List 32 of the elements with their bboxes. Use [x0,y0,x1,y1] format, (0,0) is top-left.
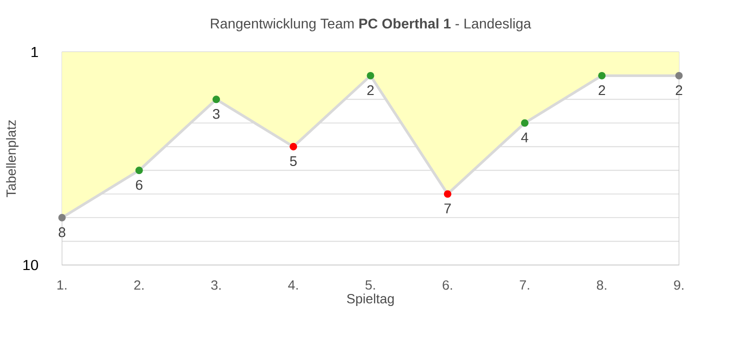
x-tick-label: 4. [288,280,298,290]
data-label: 4 [521,132,528,142]
point [135,166,143,174]
x-tick-label: 6. [442,280,452,290]
chart-title: Rangentwicklung Team PC Oberthal 1 - Landesliga [210,18,532,32]
data-label: 6 [136,180,142,190]
x-tick-label: 7. [520,280,530,290]
y-tick-label: 1 [32,46,38,58]
point [598,72,606,80]
y-axis-title: Tabellenplatz [6,120,18,198]
point [521,119,528,127]
x-tick-label: 1. [57,280,66,290]
data-label: 2 [598,85,606,96]
x-tick-label: 2. [134,280,144,290]
data-label: 7 [444,204,451,214]
point [58,214,66,222]
y-tick-label: 10 [23,260,38,270]
data-label: 2 [367,85,374,96]
x-tick-label: 5. [365,280,375,290]
point [212,96,220,104]
x-tick-label: 9. [674,280,684,290]
x-tick-label: 3. [211,280,221,290]
point [444,190,452,198]
x-tick-label: 8. [596,280,606,290]
x-axis-title: Spieltag [347,294,394,306]
data-label: 2 [676,85,682,96]
data-label: 5 [290,156,297,166]
point [366,72,374,80]
data-label: 3 [212,108,220,119]
data-label: 8 [58,227,66,238]
point [290,142,298,150]
point [675,72,683,80]
